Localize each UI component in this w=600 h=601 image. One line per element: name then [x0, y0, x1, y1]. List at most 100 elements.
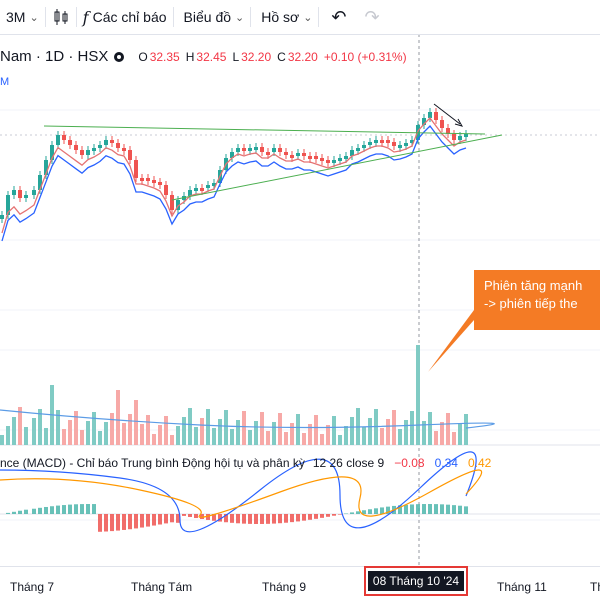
macd-histogram-bar [230, 514, 234, 523]
volume-bar [260, 412, 264, 445]
macd-histogram-bar [272, 514, 276, 524]
volume-bar [458, 423, 462, 445]
profile-label: Hồ sơ [261, 9, 300, 25]
candle-body [56, 135, 60, 145]
trendlines [43, 103, 503, 372]
macd-histogram-bar [266, 514, 270, 524]
indicators-button[interactable]: f Các chỉ báo [77, 0, 173, 34]
volume-bar [314, 415, 318, 445]
candle-body [302, 153, 306, 156]
volume-bar [266, 431, 270, 445]
macd-histogram-bar [422, 504, 426, 514]
candles-style-button[interactable] [46, 0, 76, 34]
interval-selector[interactable]: 3M ⌄ [0, 0, 45, 34]
candle-body [386, 140, 390, 143]
macd-params: 12 26 close 9 [312, 456, 385, 470]
macd-histogram-bar [92, 504, 96, 514]
signal-line [0, 469, 483, 518]
candle-body [164, 185, 168, 195]
macd-title: nce (MACD) - Chỉ báo Trung bình Động hội… [0, 456, 305, 470]
candle-body [446, 128, 450, 134]
candle-body [152, 180, 156, 183]
volume-bar [6, 426, 10, 445]
annotation-arrow-head [454, 118, 464, 127]
chevron-down-icon: ⌄ [235, 11, 245, 24]
time-axis[interactable]: Tháng 7 Tháng Tám Tháng 9 Tháng 11 Tháng [0, 566, 600, 601]
macd-histogram-bar [218, 514, 222, 522]
macd-histogram-bar [416, 504, 420, 514]
macd-histogram-value: −0.08 [394, 456, 425, 470]
candle-body [362, 145, 366, 148]
macd-histogram-bar [74, 504, 78, 514]
volume-bar [176, 426, 180, 445]
candle-body [188, 190, 192, 196]
volume-bar [182, 417, 186, 445]
volume-bar [380, 428, 384, 445]
support-trendline [171, 134, 503, 201]
volume-bar [170, 435, 174, 445]
candle-body [6, 195, 10, 215]
volume-bar [422, 421, 426, 445]
candle-body [272, 148, 276, 152]
toolbar-divider [250, 7, 252, 27]
volume-bar [392, 410, 396, 445]
profile-menu[interactable]: Hồ sơ ⌄ [251, 0, 318, 34]
macd-histogram-bar [194, 514, 198, 519]
macd-histogram-bar [128, 514, 132, 530]
macd-histogram-bar [302, 514, 306, 521]
macd-histogram-bar [38, 507, 42, 514]
volume-bar [92, 412, 96, 445]
macd-histogram-bar [152, 514, 156, 526]
symbol-title[interactable]: Nam · 1D · HSX [0, 48, 109, 65]
crosshair-date-label: 08 Tháng 10 '24 [364, 566, 468, 596]
volume-bar [218, 419, 222, 445]
macd-histogram-bar [278, 514, 282, 524]
redo-button[interactable]: ↷ [359, 0, 386, 34]
volume-bar [86, 421, 90, 445]
candle-body [98, 145, 102, 148]
macd-histogram-bar [44, 506, 48, 514]
candle-body [68, 140, 72, 145]
macd-histogram-bar [446, 504, 450, 514]
annotation-callout[interactable]: Phiên tăng mạnh -> phiên tiếp the [474, 270, 600, 330]
candle-body [0, 215, 4, 219]
volume-bar [56, 410, 60, 445]
top-toolbar: 3M ⌄ f Các chỉ báo Biểu đồ ⌄ Hồ sơ ⌄ ↶ ↷ [0, 0, 600, 35]
candle-body [206, 185, 210, 188]
chart-type-menu[interactable]: Biểu đồ ⌄ [174, 0, 251, 34]
volume-bar [290, 423, 294, 445]
candle-body [200, 188, 204, 191]
volume-bar [440, 422, 444, 445]
candle-body [212, 183, 216, 186]
macd-histogram-bar [440, 504, 444, 514]
volume-bar [242, 411, 246, 445]
candle-body [122, 148, 126, 151]
macd-histogram-bar [158, 514, 162, 525]
undo-button[interactable]: ↶ [319, 0, 358, 34]
volume-bar [326, 425, 330, 445]
volume-bar [12, 417, 16, 445]
volume-bar [362, 427, 366, 445]
volume-bar [68, 420, 72, 445]
function-icon: f [82, 7, 89, 27]
candle-body [374, 140, 378, 143]
candle-body [260, 147, 264, 152]
volume-bar [410, 411, 414, 445]
volume-bar [278, 413, 282, 445]
candle-body [308, 156, 312, 159]
volume-bar [18, 407, 22, 445]
candle-body [74, 145, 78, 150]
callout-line-2: -> phiên tiếp the [484, 296, 578, 311]
volume-bar [344, 426, 348, 445]
macd-histogram-bar [458, 505, 462, 514]
candle-body [356, 148, 360, 151]
volume-bar [302, 433, 306, 445]
volume-bar [80, 430, 84, 445]
macd-histogram-bar [176, 514, 180, 523]
candle-body [368, 142, 372, 145]
macd-histogram-bar [122, 514, 126, 530]
toolbar-divider [318, 7, 320, 27]
candle-body [428, 112, 432, 118]
volume-bar [74, 411, 78, 445]
